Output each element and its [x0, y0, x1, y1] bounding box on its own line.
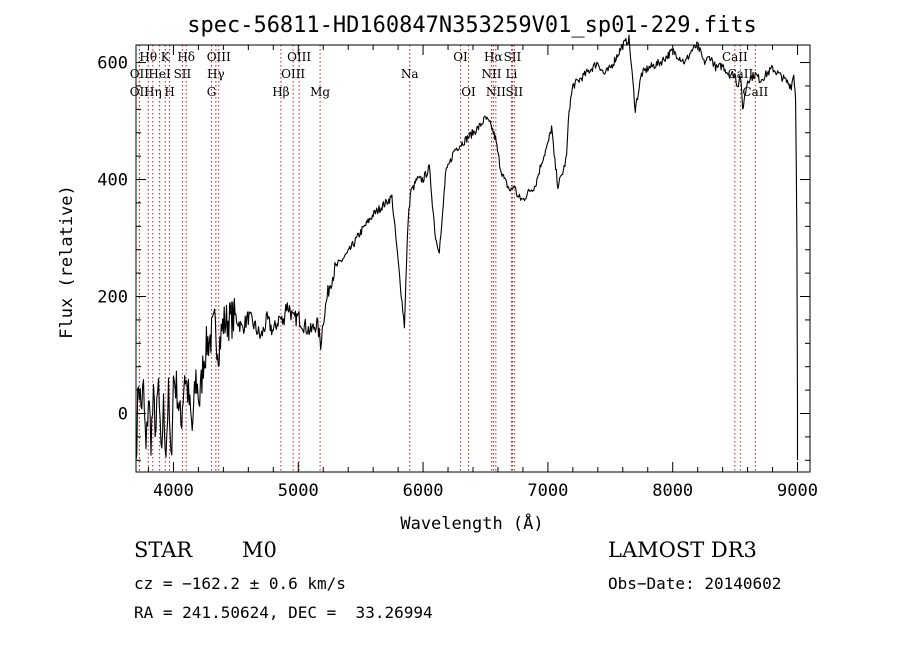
y-tick-label: 400 — [97, 171, 128, 191]
x-axis-label: Wavelength (Å) — [400, 512, 543, 534]
annotation-label: OIII — [281, 67, 305, 81]
annotation-label: OII — [130, 85, 150, 99]
annotation-label: SII — [504, 50, 522, 64]
x-tick-label: 8000 — [652, 481, 693, 501]
annotation-label: CaII — [722, 50, 748, 64]
plot-frame — [135, 44, 811, 473]
x-tick-label: 4000 — [153, 481, 194, 501]
y-tick-label: 600 — [97, 54, 128, 74]
annotation-label: Hδ — [177, 50, 195, 64]
y-axis-label: Flux (relative) — [57, 185, 77, 339]
observation-date: Obs−Date: 20140602 — [608, 574, 782, 593]
series-flux — [135, 34, 799, 461]
x-tick-label: 7000 — [527, 481, 568, 501]
annotation-label: G — [207, 85, 217, 99]
annotation-label: K — [161, 50, 171, 64]
y-tick-label: 200 — [97, 288, 128, 308]
ra-dec-coordinates: RA = 241.50624, DEC = 33.26994 — [134, 603, 433, 622]
annotation-label: Na — [401, 67, 419, 81]
annotation-label: SII — [174, 67, 192, 81]
annotation-label: Hγ — [207, 67, 225, 81]
annotation-label: NII — [486, 85, 506, 99]
redshift-cz: cz = −162.2 ± 0.6 km/s — [134, 574, 346, 593]
annotation-label: SII — [505, 85, 523, 99]
x-tick-label: 5000 — [278, 481, 319, 501]
annotation-label: Mg — [310, 85, 330, 99]
annotation-label: OI — [461, 85, 476, 99]
y-tick-label: 0 — [118, 405, 128, 425]
object-subclass: M0 — [242, 538, 277, 562]
object-class: STAR — [134, 538, 193, 562]
survey-name: LAMOST DR3 — [608, 538, 757, 562]
chart-title: spec-56811-HD160847N353259V01_sp01-229.f… — [187, 13, 757, 38]
annotation-label: OIII — [207, 50, 231, 64]
annotation-label: OIII — [287, 50, 311, 64]
annotation-label: Hα — [484, 50, 503, 64]
annotation-label: CaII — [727, 67, 753, 81]
annotation-label: CaII — [742, 85, 768, 99]
annotation-label: OII — [130, 67, 150, 81]
annotation-label: HeI — [148, 67, 171, 81]
annotation-label: Hβ — [272, 85, 289, 99]
annotation-label: OI — [453, 50, 468, 64]
annotation-label: NII — [481, 67, 501, 81]
annotation-label: Li — [506, 67, 518, 81]
x-tick-label: 9000 — [777, 481, 818, 501]
annotation-label: H — [164, 85, 174, 99]
x-tick-label: 6000 — [403, 481, 444, 501]
annotation-label: Hη — [144, 85, 162, 99]
annotation-label: Hθ — [139, 50, 157, 64]
